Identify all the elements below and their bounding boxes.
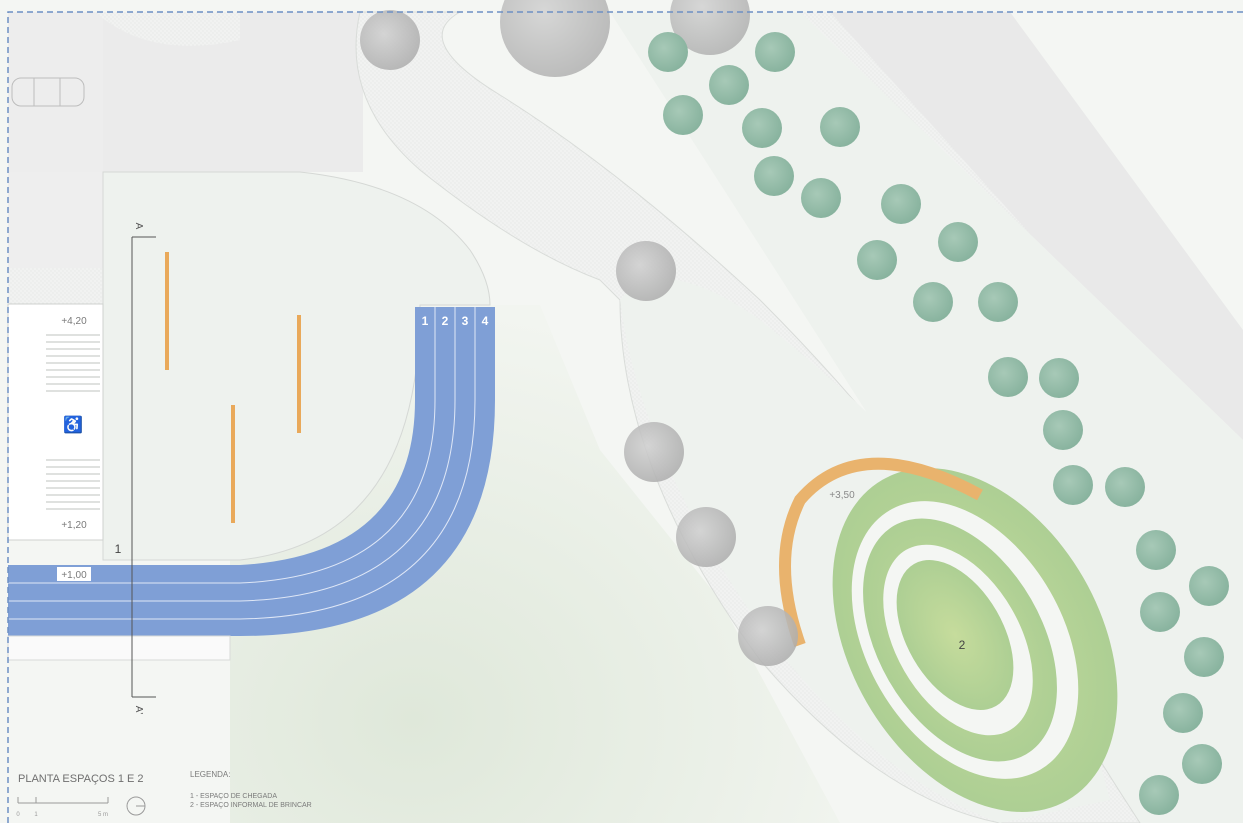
legend-heading: LEGENDA: [190, 770, 230, 779]
running-track [8, 307, 495, 636]
tree-green [663, 95, 703, 135]
tree-grey [738, 606, 798, 666]
tree-green [754, 156, 794, 196]
tree-grey [624, 422, 684, 482]
building-left [8, 172, 103, 272]
corner-curb [95, 12, 240, 46]
car-icon [11, 77, 85, 107]
tree-green [913, 282, 953, 322]
grey-trees [360, 0, 798, 666]
scale-bar [17, 797, 109, 804]
tree-green [648, 32, 688, 72]
scale-label-0: 0 [16, 812, 20, 818]
lane-number-3: 3 [462, 314, 469, 328]
tree-green [1039, 358, 1079, 398]
lane-number-4: 4 [482, 314, 489, 328]
building-block [8, 12, 103, 172]
wooden-bench [231, 405, 235, 523]
tree-green [801, 178, 841, 218]
tree-green [1182, 744, 1222, 784]
level-1-20: +1,20 [61, 520, 87, 531]
tree-green [742, 108, 782, 148]
tree-green [1136, 530, 1176, 570]
legend-item-2: 2 - ESPAÇO INFORMAL DE BRINCAR [190, 802, 312, 809]
spiral-wooden-wall [779, 457, 983, 647]
tree-green [1189, 566, 1229, 606]
tree-green [1184, 637, 1224, 677]
plan-title: PLANTA ESPAÇOS 1 E 2 [18, 773, 144, 785]
tree-green [1053, 465, 1093, 505]
stairs-icon [46, 334, 100, 510]
section-mark-bottom: A' [133, 706, 144, 715]
tree-green [988, 357, 1028, 397]
track-lane-lines [8, 307, 476, 620]
spiral-play-area [832, 468, 1118, 812]
level-1-00: +1,00 [61, 570, 87, 581]
tree-grey [616, 241, 676, 301]
section-line [131, 236, 156, 698]
tree-grey [670, 0, 750, 55]
paving-strip [8, 268, 103, 304]
tree-green [1163, 693, 1203, 733]
tree-green [1139, 775, 1179, 815]
tree-green [1105, 467, 1145, 507]
spiral-core-lawn [896, 560, 1014, 710]
tree-green [1043, 410, 1083, 450]
space-label-1: 1 [115, 542, 122, 556]
tree-grey [500, 0, 610, 77]
level-tag-box [55, 312, 93, 328]
tree-green [978, 282, 1018, 322]
level-tag-box [57, 567, 91, 581]
tree-grey [676, 507, 736, 567]
section-mark-top: A [133, 223, 144, 230]
tree-green [938, 222, 978, 262]
lane-number-1: 1 [422, 314, 429, 328]
tree-grey [360, 10, 420, 70]
tree-green [755, 32, 795, 72]
green-trees [648, 32, 1229, 815]
tree-green [820, 107, 860, 147]
level-4-20: +4,20 [61, 316, 87, 327]
stairs-block [7, 303, 104, 541]
wooden-bench [297, 315, 301, 433]
tree-green [709, 65, 749, 105]
lane-number-2: 2 [442, 314, 449, 328]
wooden-bench [165, 252, 169, 370]
track-edge-strip [7, 635, 231, 661]
scale-label-5m: 5 m [98, 812, 108, 818]
north-arrow-icon [126, 796, 146, 816]
tree-green [1140, 592, 1180, 632]
space-label-2: 2 [959, 638, 966, 652]
tree-green [881, 184, 921, 224]
legend-item-1: 1 - ESPAÇO DE CHEGADA [190, 793, 277, 800]
scale-label-1: 1 [34, 812, 38, 818]
level-3-50: +3,50 [829, 490, 855, 501]
tree-green [857, 240, 897, 280]
site-boundary [7, 11, 1243, 823]
accessibility-icon: ♿ [63, 415, 83, 434]
level-tag-box [55, 516, 93, 532]
arrival-plaza [102, 171, 491, 561]
